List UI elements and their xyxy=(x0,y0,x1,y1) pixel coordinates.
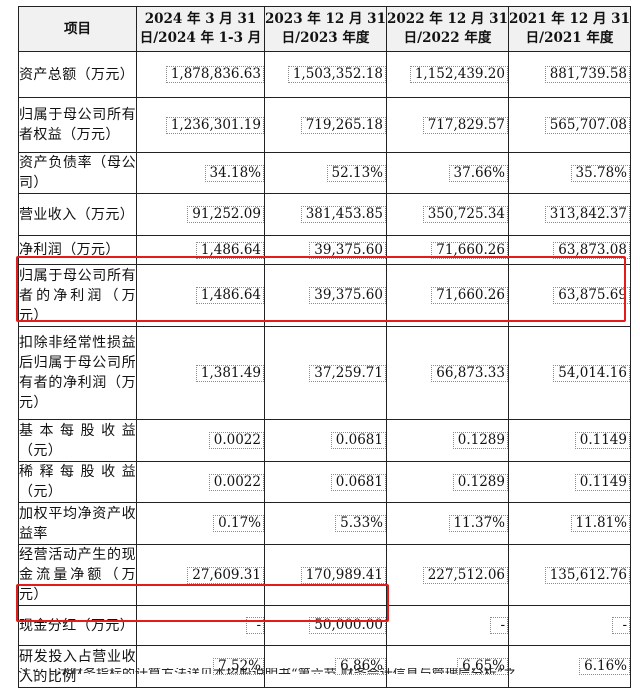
row-label: 扣除非经常性损益后归属于母公司所有者的净利润（万元） xyxy=(18,326,137,420)
cell-value: 11.81% xyxy=(570,515,630,532)
cell-value: 0.1289 xyxy=(452,432,508,449)
cell-value: 1,503,352.18 xyxy=(287,66,386,83)
cell-value: 719,265.18 xyxy=(300,116,386,134)
cell-value: 1,878,836.63 xyxy=(165,66,264,83)
cell-value: 565,707.08 xyxy=(544,116,630,134)
cell-value: 63,875.69 xyxy=(553,287,630,304)
table-row: 资产总额（万元） 1,878,836.63 1,503,352.18 1,152… xyxy=(18,51,631,98)
table-row: 加权平均净资产收益率 0.17% 5.33% 11.37% 11.81% xyxy=(18,502,631,545)
cell-value: 1,486.64 xyxy=(195,287,264,304)
header-2022: 2022 年 12 月 31 日/2022 年度 xyxy=(386,6,509,52)
cell-value: 0.17% xyxy=(213,515,264,532)
table-row: 营业收入（万元） 91,252.09 381,453.85 350,725.34… xyxy=(18,193,631,236)
financial-indicators-table: 项目 2024 年 3 月 31 日/2024 年 1-3 月 2023 年 1… xyxy=(18,6,631,688)
cell-value: 63,873.08 xyxy=(553,241,630,259)
cell-value: 35.78% xyxy=(570,164,630,182)
cell-value: 27,609.31 xyxy=(187,566,264,584)
row-label: 稀释每股收益（元） xyxy=(18,461,137,503)
cell-value: 39,375.60 xyxy=(309,287,386,304)
row-label: 营业收入（万元） xyxy=(18,193,137,236)
cell-value: - xyxy=(490,617,508,634)
table-row: 归属于母公司所有者权益（万元） 1,236,301.19 719,265.18 … xyxy=(18,97,631,153)
row-label: 资产负债率（母公司） xyxy=(18,152,137,194)
cell-value: 1,486.64 xyxy=(195,241,264,259)
cell-value: 135,612.76 xyxy=(544,566,630,584)
cell-value: 0.1149 xyxy=(574,473,630,491)
cell-value: - xyxy=(612,617,630,634)
highlight-net-profit-attributable-row xyxy=(16,256,626,322)
cell-value: 350,725.34 xyxy=(422,206,508,223)
cell-value: 34.18% xyxy=(204,164,264,182)
cell-value: 381,453.85 xyxy=(300,206,386,223)
header-2021: 2021 年 12 月 31 日/2021 年度 xyxy=(508,6,631,52)
cell-value: 39,375.60 xyxy=(309,241,386,259)
cell-value: 11.37% xyxy=(448,515,508,532)
cell-value: 717,829.57 xyxy=(422,116,508,134)
table-row: 资产负债率（母公司） 34.18% 52.13% 37.66% 35.78% xyxy=(18,152,631,194)
cell-value: 0.0022 xyxy=(208,473,264,491)
cell-value: 54,014.16 xyxy=(553,364,630,382)
header-2024q1: 2024 年 3 月 31 日/2024 年 1-3 月 xyxy=(136,6,265,52)
row-label: 加权平均净资产收益率 xyxy=(18,502,137,545)
cell-value: 91,252.09 xyxy=(187,206,264,223)
cell-value: 170,989.41 xyxy=(300,566,386,584)
cell-value: 0.1289 xyxy=(452,473,508,491)
cell-value: 5.33% xyxy=(335,515,386,532)
cell-value: 0.0681 xyxy=(330,473,386,491)
table-row: 研发投入占营业收入的比例 7.52% 6.86% 6.65% 6.16% xyxy=(18,645,631,688)
row-label: 研发投入占营业收入的比例 xyxy=(18,645,137,688)
cell-value: 1,236,301.19 xyxy=(165,116,264,134)
cell-value: 37.66% xyxy=(448,164,508,182)
table-row: 基本每股收益（元） 0.0022 0.0681 0.1289 0.1149 xyxy=(18,419,631,462)
header-row: 项目 2024 年 3 月 31 日/2024 年 1-3 月 2023 年 1… xyxy=(18,6,631,52)
cell-value: 0.0022 xyxy=(208,432,264,449)
cell-value: 37,259.71 xyxy=(309,364,386,382)
table-row: 归属于母公司所有者的净利润（万元） 1,486.64 39,375.60 71,… xyxy=(18,264,631,327)
cell-value: 71,660.26 xyxy=(431,287,508,304)
table-row: 净利润（万元） 1,486.64 39,375.60 71,660.26 63,… xyxy=(18,235,631,265)
highlight-cash-dividend-row xyxy=(16,584,389,622)
row-label: 净利润（万元） xyxy=(18,235,137,265)
cell-value: 1,381.49 xyxy=(195,364,264,382)
cell-value: 313,842.37 xyxy=(544,206,630,223)
cell-value: 52.13% xyxy=(326,164,386,182)
table-row: 现金分红（万元） - 50,000.00 - - xyxy=(18,605,631,646)
row-label: 资产总额（万元） xyxy=(18,51,137,98)
table-row: 稀释每股收益（元） 0.0022 0.0681 0.1289 0.1149 xyxy=(18,461,631,503)
cell-value: 66,873.33 xyxy=(431,364,508,382)
cell-value: 1,152,439.20 xyxy=(409,66,508,83)
header-item: 项目 xyxy=(18,6,137,52)
cell-value: 71,660.26 xyxy=(431,241,508,259)
row-label: 现金分红（万元） xyxy=(18,605,137,646)
cell-value: 227,512.06 xyxy=(422,566,508,584)
header-2023: 2023 年 12 月 31 日/2023 年度 xyxy=(264,6,387,52)
footnote-text: 注：上述财务指标的计算方法详见本招股说明书“第六节 财务会计信息与管理层分析”之 xyxy=(18,668,630,674)
table-row: 扣除非经常性损益后归属于母公司所有者的净利润（万元） 1,381.49 37,2… xyxy=(18,326,631,420)
row-label: 归属于母公司所有者权益（万元） xyxy=(18,97,137,153)
cell-value: 881,739.58 xyxy=(544,66,630,83)
cell-value: 0.1149 xyxy=(574,432,630,449)
row-label: 基本每股收益（元） xyxy=(18,419,137,462)
cell-value: - xyxy=(246,617,264,634)
cell-value: 0.0681 xyxy=(330,432,386,449)
